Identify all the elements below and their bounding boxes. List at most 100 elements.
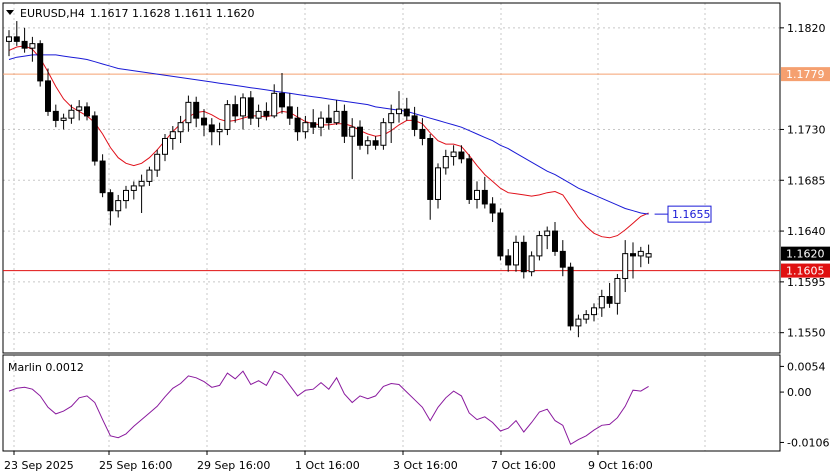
candle-body-down <box>427 137 434 200</box>
candle-body-down <box>497 212 504 257</box>
level-tag-label: 1.1779 <box>786 68 825 81</box>
candle-body-up <box>29 43 36 49</box>
candle <box>606 283 613 308</box>
time-tick-label: 1 Oct 16:00 <box>295 459 360 472</box>
candle <box>193 96 200 128</box>
candle <box>76 100 83 121</box>
main-pane[interactable]: EURUSD,H4 1.1617 1.1628 1.1611 1.1620 <box>2 2 781 354</box>
candle <box>528 251 535 277</box>
candle-body-down <box>489 203 496 214</box>
candle <box>115 194 122 218</box>
candle-body-up <box>216 128 223 133</box>
candle-body-up <box>154 153 161 171</box>
candle <box>388 104 395 143</box>
candle <box>372 136 379 150</box>
main-pane-frame <box>2 2 781 354</box>
candle-body-down <box>567 266 574 327</box>
candle <box>84 102 90 121</box>
candle-body-up <box>76 106 83 111</box>
candle <box>435 163 441 209</box>
horizontal-levels[interactable] <box>3 73 780 272</box>
ma-value-tag <box>667 205 712 223</box>
candle <box>520 235 527 279</box>
candle-body-up <box>474 189 480 200</box>
candle <box>216 122 223 146</box>
ohlc-values: 1.1617 1.1628 1.1611 1.1620 <box>90 7 254 20</box>
candle <box>637 246 644 268</box>
oscillator-line <box>8 370 649 446</box>
candle <box>13 21 20 46</box>
candle-body-up <box>388 113 395 124</box>
candle-body-up <box>435 167 441 200</box>
candle <box>138 174 145 213</box>
candle <box>536 231 543 261</box>
candle <box>201 109 207 137</box>
candle-body-down <box>341 110 348 137</box>
candle <box>474 181 480 209</box>
candle <box>68 104 75 124</box>
price-tick-label: 1.1820 <box>787 22 826 35</box>
candle-body-up <box>528 255 535 273</box>
candle-body-down <box>45 80 51 112</box>
candle-body-down <box>37 43 44 82</box>
candle-body-up <box>575 318 582 327</box>
candle <box>591 303 597 322</box>
candles <box>6 21 652 338</box>
price-tags: 1.1779 1.1605 1.1620 1.1655 <box>654 67 830 278</box>
chevron-down-icon[interactable] <box>6 10 14 15</box>
candle-body-up <box>536 235 543 257</box>
candle-body-up <box>6 36 12 42</box>
candle-body-down <box>286 106 293 119</box>
candle-body-down <box>481 189 488 205</box>
candle <box>154 149 161 177</box>
indicator-tick-label: 0.00 <box>787 386 812 399</box>
level-tag-label: 1.1605 <box>786 265 825 278</box>
candle-body-down <box>606 296 613 304</box>
candle <box>271 84 278 119</box>
candle <box>645 244 652 264</box>
candle-body-down <box>232 104 239 117</box>
price-tick-label: 1.1550 <box>787 327 826 340</box>
candle-body-down <box>325 117 332 124</box>
indicator-label: Marlin 0.0012 <box>8 361 84 374</box>
candle <box>310 109 317 134</box>
price-tick-label: 1.1640 <box>787 225 826 238</box>
candle <box>442 149 449 175</box>
candle-body-up <box>130 185 137 191</box>
candle-body-up <box>396 108 402 115</box>
candle <box>364 136 371 155</box>
candle-body-down <box>505 255 512 266</box>
candle-body-down <box>357 126 363 146</box>
candle-body-up <box>333 110 340 124</box>
candle <box>489 197 496 223</box>
candle <box>450 145 457 166</box>
candle-body-down <box>310 122 317 128</box>
candle-body-up <box>162 137 168 155</box>
candle-body-down <box>52 110 59 121</box>
candle <box>380 118 387 150</box>
candle-body-up <box>442 156 449 169</box>
price-axis: 1.1820 1.1730 1.1685 1.1640 1.1595 1.1550 <box>780 22 826 340</box>
marlin-oscillator <box>8 370 649 446</box>
indicator-tick-label: 0.0054 <box>787 360 826 373</box>
candle <box>583 310 590 324</box>
candle <box>232 95 239 123</box>
candle <box>294 106 301 141</box>
candle <box>208 118 215 146</box>
indicator-pane[interactable]: Marlin 0.0012 <box>2 354 781 452</box>
candle <box>481 176 488 209</box>
symbol-label: EURUSD,H4 <box>20 7 85 20</box>
candle <box>185 95 192 132</box>
candle <box>497 208 504 261</box>
candle-body-down <box>552 230 558 252</box>
current-price-tag <box>781 246 830 261</box>
candle-body-up <box>68 109 75 119</box>
candle <box>575 314 582 338</box>
candle-body-down <box>201 117 207 126</box>
candle-body-up <box>146 169 153 182</box>
candle <box>169 126 176 150</box>
candle <box>318 111 324 137</box>
candle <box>255 104 262 128</box>
candle <box>21 27 28 53</box>
